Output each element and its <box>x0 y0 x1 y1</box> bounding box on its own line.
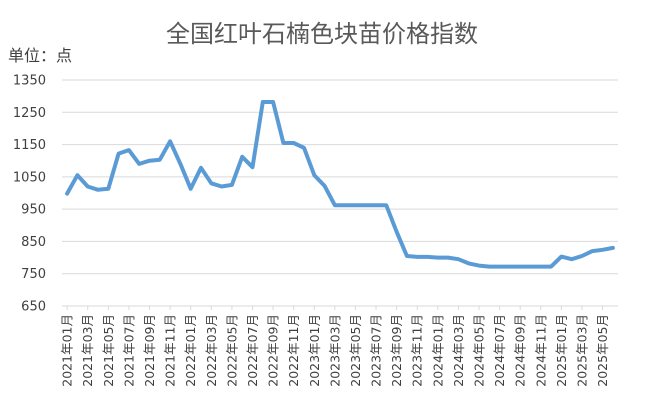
x-tick-label: 2022年07月 <box>245 314 260 387</box>
x-tick-label: 2022年09月 <box>266 314 281 387</box>
x-tick-label: 2024年11月 <box>533 314 548 387</box>
x-tick-label: 2023年05月 <box>348 314 363 387</box>
y-tick-label: 750 <box>21 267 46 282</box>
x-tick-label: 2021年05月 <box>101 314 116 387</box>
x-tick-label: 2025年01月 <box>554 314 569 387</box>
gridlines <box>62 79 618 307</box>
x-tick-label: 2024年07月 <box>492 314 507 387</box>
x-tick-label: 2024年05月 <box>472 314 487 387</box>
x-tick-label: 2024年03月 <box>451 314 466 387</box>
x-tick-label: 2023年11月 <box>410 314 425 387</box>
y-axis: 650 750 850 950 1050 1150 1250 1350 <box>13 74 46 315</box>
x-tick-label: 2021年03月 <box>80 314 95 387</box>
x-tick-label: 2022年05月 <box>224 314 239 387</box>
unit-label: 单位：点 <box>8 46 72 65</box>
y-tick-label: 1350 <box>13 74 46 89</box>
series-line <box>65 100 615 269</box>
x-tick-label: 2022年01月 <box>183 314 198 387</box>
y-tick-label: 650 <box>21 300 46 315</box>
x-tick-label: 2021年01月 <box>60 314 75 387</box>
x-tick-label: 2021年09月 <box>142 314 157 387</box>
chart-title: 全国红叶石楠色块苗价格指数 <box>166 20 478 48</box>
x-tick-label: 2021年11月 <box>163 314 178 387</box>
x-tick-label: 2024年01月 <box>430 314 445 387</box>
x-tick-label: 2023年03月 <box>327 314 342 387</box>
x-tick-label: 2022年11月 <box>286 314 301 387</box>
x-tick-label: 2025年05月 <box>595 314 610 387</box>
x-tick-label: 2023年01月 <box>307 314 322 387</box>
series <box>65 100 615 269</box>
y-tick-label: 1150 <box>13 138 46 153</box>
x-axis: 2021年01月 2021年03月 2021年05月 2021年07月 2021年09月… <box>60 306 610 387</box>
x-tick-label: 2021年07月 <box>121 314 136 387</box>
x-tick-label: 2024年09月 <box>513 314 528 387</box>
y-tick-label: 950 <box>21 203 46 218</box>
y-tick-label: 1250 <box>13 106 46 121</box>
x-tick-label: 2023年07月 <box>369 314 384 387</box>
y-tick-label: 1050 <box>13 170 46 185</box>
x-tick-label: 2023年09月 <box>389 314 404 387</box>
y-tick-label: 850 <box>21 235 46 250</box>
x-tick-label: 2025年03月 <box>575 314 590 387</box>
x-tick-label: 2022年03月 <box>204 314 219 387</box>
